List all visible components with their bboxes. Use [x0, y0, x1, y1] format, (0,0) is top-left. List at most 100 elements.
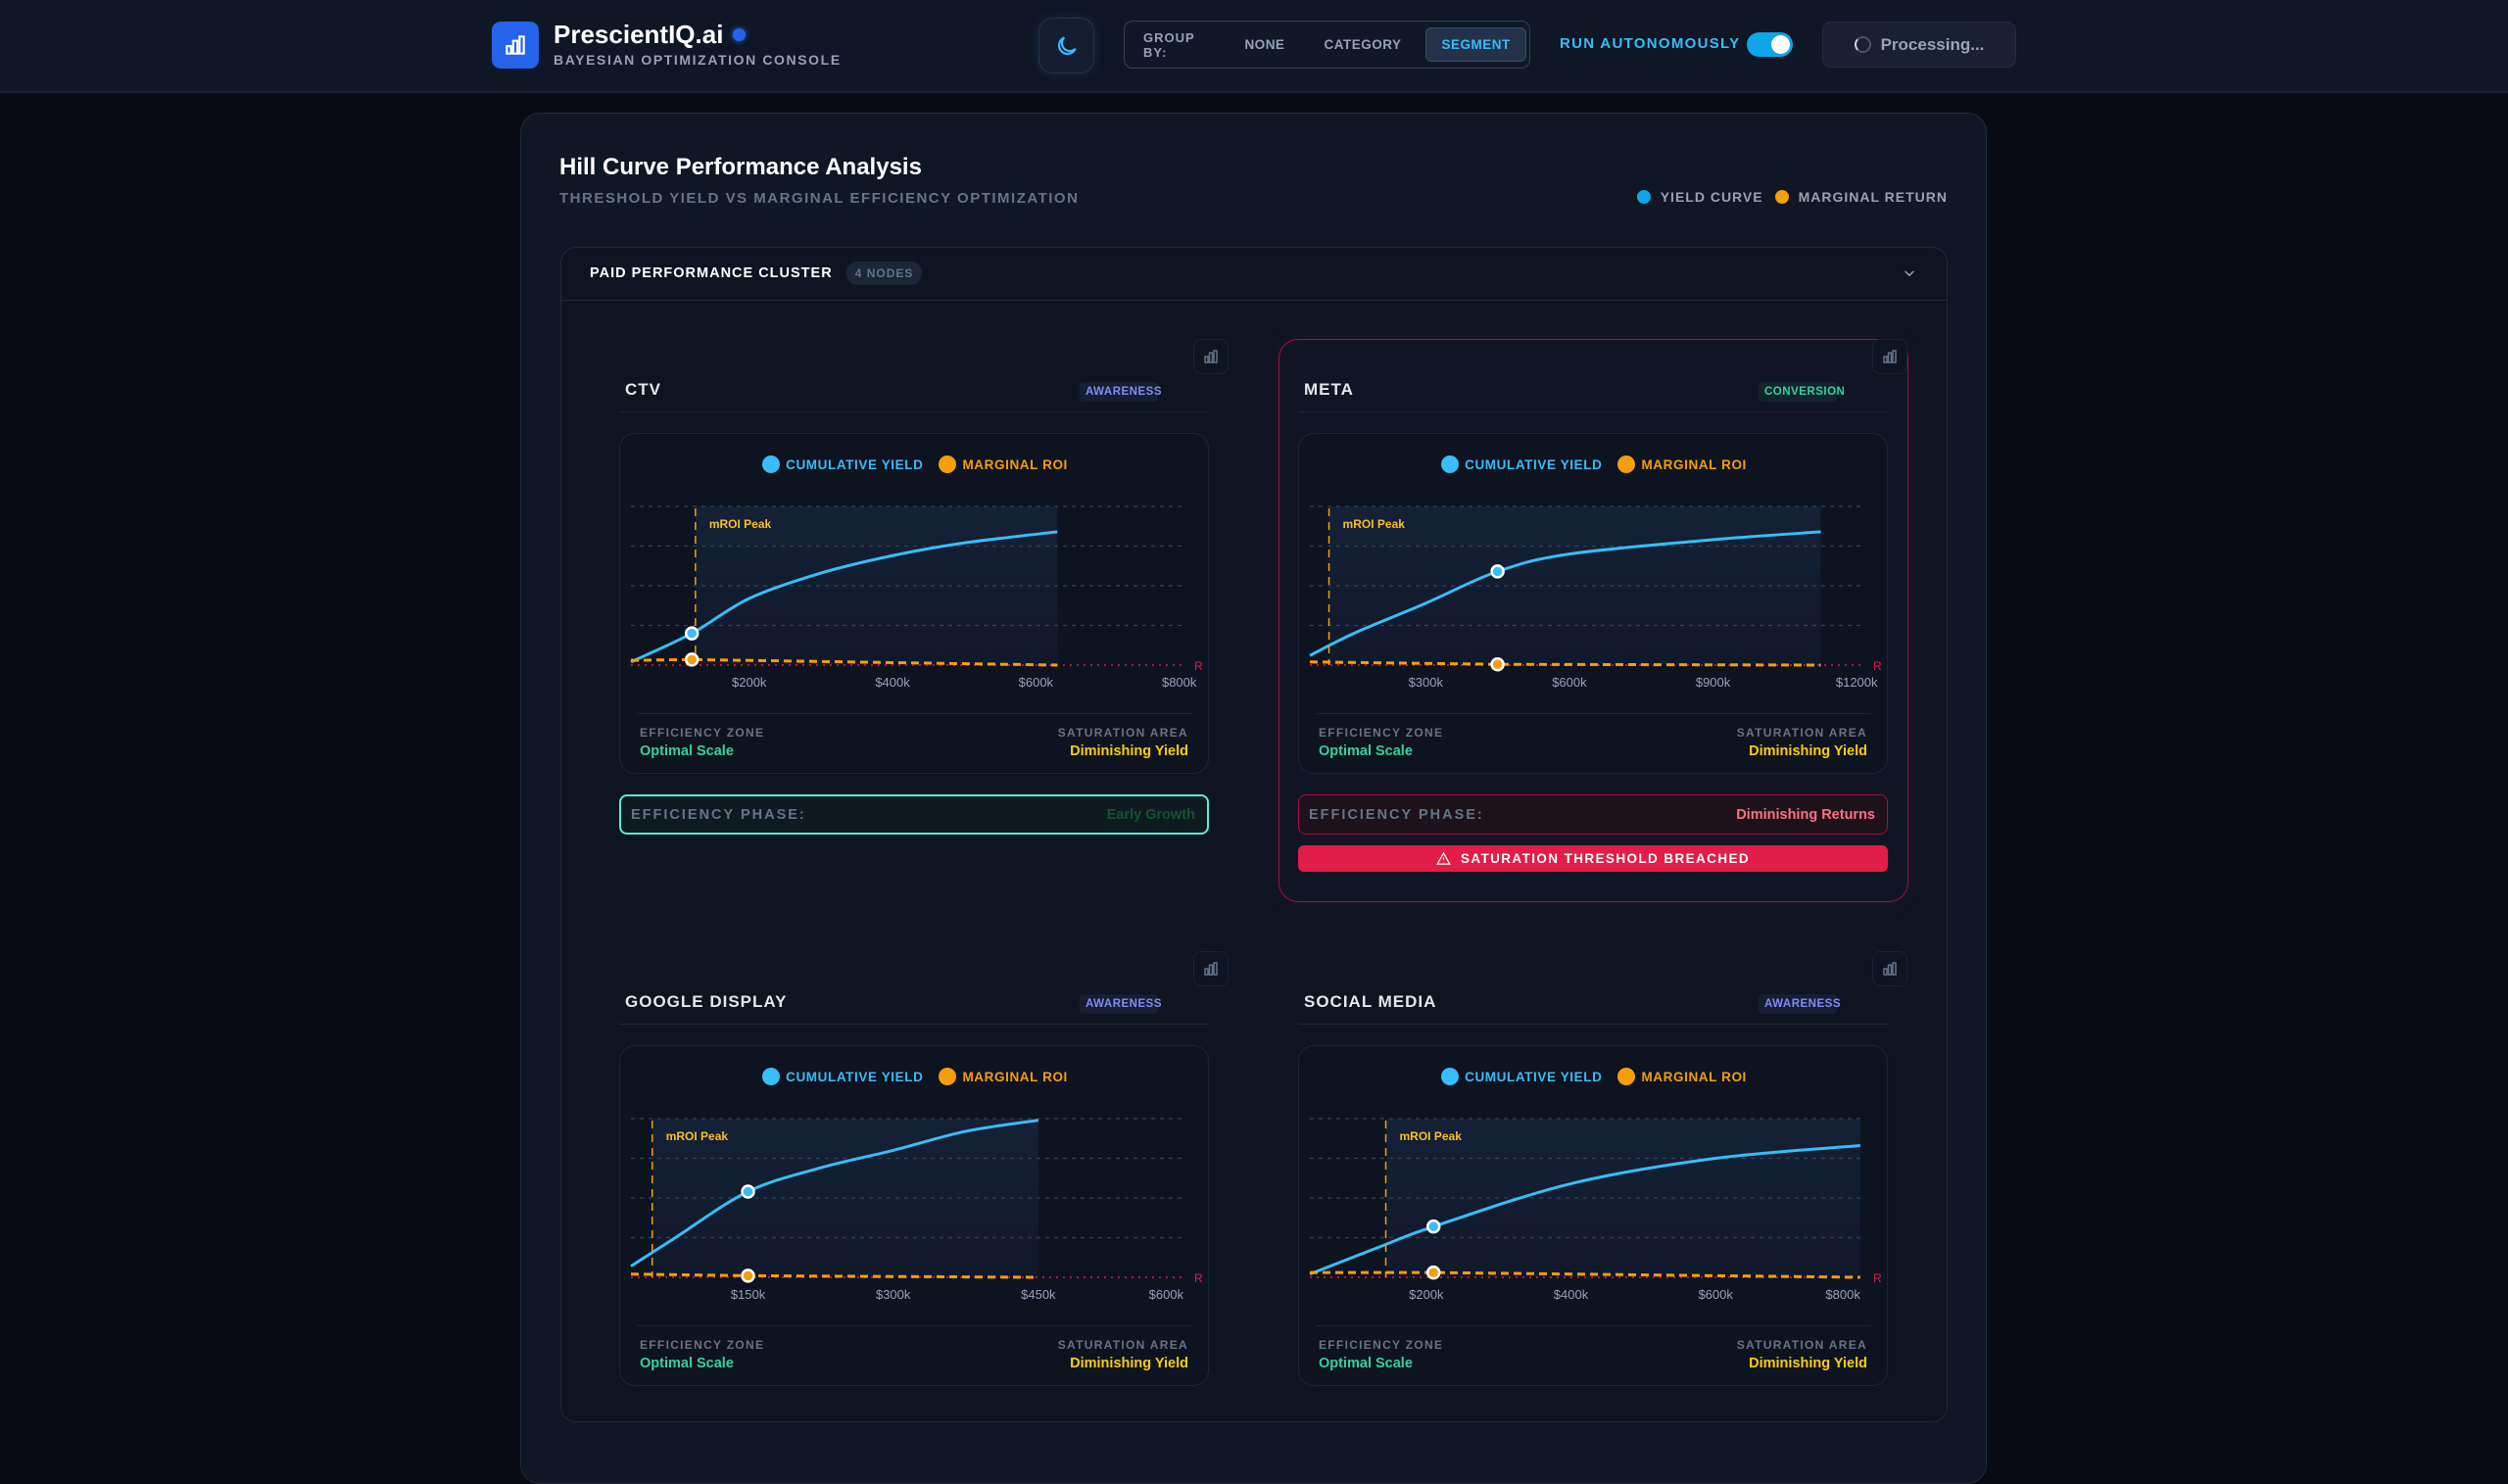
run-autonomously-toggle[interactable]: [1747, 32, 1793, 57]
chevron-down-icon[interactable]: [1901, 264, 1918, 282]
moon-icon: [1057, 35, 1077, 55]
reference-label: R: [1873, 659, 1882, 673]
brand: PrescientIQ.ai: [554, 20, 747, 50]
theme-toggle-button[interactable]: [1038, 18, 1094, 73]
legend-cumulative-yield: CUMULATIVE YIELD: [1441, 455, 1602, 473]
card-header-divider: [619, 1024, 1209, 1025]
saturation-area-value: Diminishing Yield: [1749, 1356, 1867, 1371]
x-tick-label: $600k: [1698, 1287, 1733, 1302]
cluster-title: PAID PERFORMANCE CLUSTER: [590, 265, 833, 281]
warning-icon: [1436, 851, 1451, 865]
efficiency-zone-label: EFFICIENCY ZONE: [1319, 726, 1444, 740]
efficiency-zone-value: Optimal Scale: [1319, 1356, 1413, 1371]
mroi-peak-annotation: mROI Peak: [709, 517, 772, 531]
alert-text: SATURATION THRESHOLD BREACHED: [1460, 851, 1751, 866]
cluster-header[interactable]: PAID PERFORMANCE CLUSTER 4 NODES: [560, 247, 1948, 301]
efficiency-zone-value: Optimal Scale: [640, 1356, 734, 1371]
chart-toggle-button-social-media[interactable]: [1872, 951, 1907, 986]
brand-name: PrescientIQ.ai: [554, 20, 724, 49]
saturation-alert-banner[interactable]: SATURATION THRESHOLD BREACHED: [1298, 845, 1888, 872]
saturation-area-value: Diminishing Yield: [1070, 1356, 1188, 1371]
saturation-area-label: SATURATION AREA: [1736, 726, 1867, 740]
x-tick-label: $200k: [732, 675, 767, 690]
current-yield-point: [1425, 1219, 1441, 1234]
chart-legend: CUMULATIVE YIELD MARGINAL ROI: [1299, 1068, 1889, 1085]
mroi-peak-annotation: mROI Peak: [1343, 517, 1406, 531]
chart-toggle-button-google-display[interactable]: [1193, 951, 1229, 986]
x-tick-label: $900k: [1696, 675, 1731, 690]
current-yield-point: [1490, 564, 1505, 579]
chart-footer-divider: [1317, 713, 1871, 714]
legend-marginal-roi: MARGINAL ROI: [1617, 455, 1746, 473]
legend-label: MARGINAL ROI: [1641, 1070, 1747, 1084]
saturation-area-label: SATURATION AREA: [1736, 1338, 1867, 1352]
legend-marginal-roi: MARGINAL ROI: [939, 455, 1067, 473]
marginal-roi-line: [1310, 1270, 1860, 1279]
reference-label: R: [1873, 1271, 1882, 1285]
x-tick-label: $400k: [1554, 1287, 1589, 1302]
x-tick-label: $450k: [1021, 1287, 1056, 1302]
efficiency-phase-value: Early Growth: [1106, 806, 1195, 823]
x-tick-label: $1200k: [1836, 675, 1878, 690]
x-tick-label: $600k: [1552, 675, 1587, 690]
mroi-peak-annotation: mROI Peak: [666, 1129, 729, 1143]
reference-label: R: [1194, 1271, 1203, 1285]
spinner-icon: [1854, 36, 1871, 53]
channel-title-ctv: CTV: [625, 380, 661, 399]
brand-subtitle: BAYESIAN OPTIMIZATION CONSOLE: [554, 52, 842, 68]
efficiency-phase-meta: EFFICIENCY PHASE: Diminishing Returns: [1298, 794, 1888, 835]
channel-badge-meta: CONVERSION: [1759, 382, 1845, 402]
legend-marginal-return: MARGINAL RETURN: [1774, 189, 1948, 205]
channel-title-google-display: GOOGLE DISPLAY: [625, 992, 788, 1011]
chart-toggle-button-meta[interactable]: [1872, 339, 1907, 374]
channel-title-social-media: SOCIAL MEDIA: [1304, 992, 1437, 1011]
chart-footer-divider: [1317, 1325, 1871, 1326]
chart-legend: CUMULATIVE YIELD MARGINAL ROI: [620, 1068, 1210, 1085]
x-tick-label: $800k: [1825, 1287, 1860, 1302]
legend-cumulative-yield: CUMULATIVE YIELD: [762, 1068, 923, 1085]
cumulative-yield-line: [630, 1119, 1039, 1268]
chart-legend: CUMULATIVE YIELD MARGINAL ROI: [620, 455, 1210, 473]
page-subtitle: THRESHOLD YIELD VS MARGINAL EFFICIENCY O…: [559, 190, 1080, 207]
legend-label: CUMULATIVE YIELD: [786, 457, 924, 472]
chart-legend: CUMULATIVE YIELD MARGINAL ROI: [1299, 455, 1889, 473]
processing-status-button[interactable]: Processing...: [1822, 22, 2016, 68]
group-by-segment[interactable]: SEGMENT: [1425, 27, 1526, 62]
efficiency-zone-label: EFFICIENCY ZONE: [640, 1338, 765, 1352]
current-marginal-point: [684, 652, 699, 667]
bar-chart-icon: [1883, 962, 1897, 976]
chart-footer-divider: [638, 1325, 1192, 1326]
efficiency-phase-label: EFFICIENCY PHASE:: [631, 806, 806, 823]
group-by-control: GROUP BY: NONE CATEGORY SEGMENT: [1124, 21, 1530, 69]
logo-bar-chart-icon: [492, 22, 539, 69]
status-dot-icon: [733, 28, 747, 41]
efficiency-zone-label: EFFICIENCY ZONE: [1319, 1338, 1444, 1352]
mroi-peak-annotation: mROI Peak: [1400, 1129, 1463, 1143]
channel-badge-social-media: AWARENESS: [1759, 994, 1841, 1014]
legend-label: CUMULATIVE YIELD: [1465, 457, 1603, 472]
chart-toggle-button-ctv[interactable]: [1193, 339, 1229, 374]
efficiency-phase-label: EFFICIENCY PHASE:: [1309, 806, 1484, 823]
saturation-area-value: Diminishing Yield: [1749, 743, 1867, 759]
saturation-area-label: SATURATION AREA: [1057, 726, 1188, 740]
x-tick-label: $800k: [1162, 675, 1197, 690]
efficiency-phase-ctv: EFFICIENCY PHASE: Early Growth: [619, 794, 1209, 835]
cumulative-yield-line: [1309, 1144, 1860, 1276]
x-tick-label: $150k: [731, 1287, 766, 1302]
bar-chart-icon: [1883, 350, 1897, 363]
group-by-none[interactable]: NONE: [1244, 37, 1285, 52]
group-by-category[interactable]: CATEGORY: [1324, 37, 1402, 52]
legend-label: MARGINAL ROI: [1641, 457, 1747, 472]
x-tick-label: $300k: [876, 1287, 911, 1302]
efficiency-zone-label: EFFICIENCY ZONE: [640, 726, 765, 740]
efficiency-zone-value: Optimal Scale: [1319, 743, 1413, 759]
reference-label: R: [1194, 659, 1203, 673]
legend-yield-curve: YIELD CURVE: [1636, 189, 1763, 205]
saturation-area-label: SATURATION AREA: [1057, 1338, 1188, 1352]
